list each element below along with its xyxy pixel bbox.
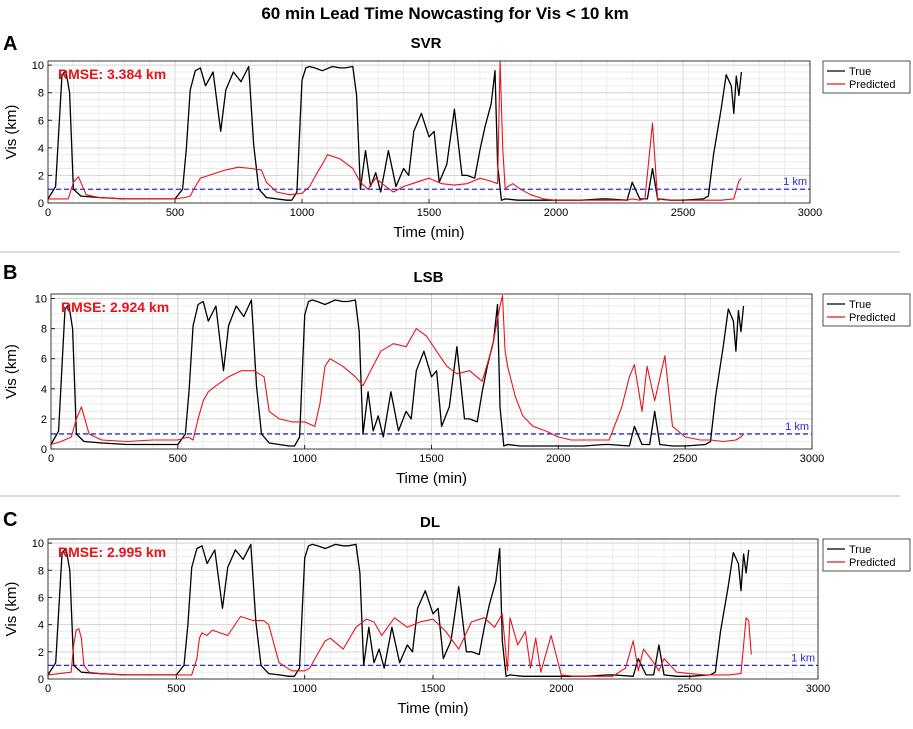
- x-tick-label: 2000: [546, 453, 570, 465]
- x-tick-label: 2000: [544, 207, 568, 219]
- y-tick-label: 0: [41, 444, 47, 456]
- y-tick-label: 4: [38, 143, 44, 155]
- grid: [51, 294, 812, 449]
- x-tick-label: 500: [167, 683, 185, 695]
- panel-title: SVR: [411, 35, 442, 52]
- x-axis-label: Time (min): [396, 470, 467, 487]
- x-tick-label: 0: [45, 207, 51, 219]
- y-axis-label: Vis (km): [3, 344, 20, 399]
- x-axis-label: Time (min): [393, 224, 464, 241]
- x-tick-label: 3000: [800, 453, 824, 465]
- rmse-annotation: RMSE: 3.384 km: [58, 66, 166, 82]
- y-tick-label: 10: [35, 294, 47, 306]
- y-tick-label: 2: [38, 647, 44, 659]
- x-axis-label: Time (min): [397, 700, 468, 717]
- x-tick-label: 0: [48, 453, 54, 465]
- y-tick-label: 6: [41, 354, 47, 366]
- panel-letter: A: [3, 33, 17, 55]
- reference-line-label: 1 km: [783, 176, 807, 188]
- y-tick-label: 2: [41, 414, 47, 426]
- rmse-annotation: RMSE: 2.995 km: [58, 544, 166, 560]
- x-tick-label: 0: [45, 683, 51, 695]
- chart-panel-c: C DL 1 km 0 500 1000 1500 2000 2500 3000 0 2 4 6 8 10 Ti…: [3, 509, 911, 717]
- y-tick-label: 10: [32, 60, 44, 72]
- series-true-line: [47, 543, 750, 677]
- legend-entry: Predicted: [849, 557, 895, 569]
- legend-entry: True: [849, 66, 871, 78]
- y-tick-label: 8: [41, 324, 47, 336]
- y-tick-label: 8: [38, 88, 44, 100]
- x-tick-label: 1000: [292, 453, 316, 465]
- panel-title: DL: [420, 514, 440, 531]
- x-tick-label: 1500: [421, 683, 445, 695]
- y-tick-label: 4: [38, 620, 44, 632]
- grid: [48, 61, 810, 203]
- legend-entry: True: [849, 299, 871, 311]
- x-tick-label: 3000: [798, 207, 822, 219]
- x-tick-label: 1500: [417, 207, 441, 219]
- y-tick-label: 2: [38, 170, 44, 182]
- x-tick-label: 500: [169, 453, 187, 465]
- series-true-line: [47, 65, 743, 201]
- y-tick-label: 8: [38, 565, 44, 577]
- panel-title: LSB: [414, 269, 444, 286]
- x-tick-label: 1500: [419, 453, 443, 465]
- x-tick-label: 1000: [292, 683, 316, 695]
- series-predicted-line: [50, 294, 744, 446]
- series-predicted-line: [47, 613, 752, 677]
- rmse-annotation: RMSE: 2.924 km: [61, 299, 169, 315]
- chart-panel-a: A SVR 1 km 0 500 1000 1500 2000 2500 3000 0 2 4 6 8 10 T…: [3, 33, 911, 241]
- y-tick-label: 10: [32, 538, 44, 550]
- reference-line-label: 1 km: [791, 652, 815, 664]
- series-true-line: [50, 299, 745, 447]
- figure-title: 60 min Lead Time Nowcasting for Vis < 10…: [261, 4, 628, 23]
- legend-entry: True: [849, 544, 871, 556]
- y-tick-label: 0: [38, 674, 44, 686]
- legend-entry: Predicted: [849, 312, 895, 324]
- y-tick-label: 6: [38, 115, 44, 127]
- x-tick-label: 2500: [673, 453, 697, 465]
- x-tick-label: 2000: [549, 683, 573, 695]
- y-tick-label: 4: [41, 384, 47, 396]
- legend-box: [822, 538, 911, 572]
- panel-letter: C: [3, 509, 17, 531]
- y-tick-label: 0: [38, 198, 44, 210]
- panel-letter: B: [3, 262, 17, 284]
- x-tick-label: 500: [166, 207, 184, 219]
- legend-entry: Predicted: [849, 79, 895, 91]
- y-axis-label: Vis (km): [3, 105, 20, 160]
- series-predicted-line: [48, 60, 742, 201]
- y-axis-label: Vis (km): [3, 582, 20, 637]
- x-tick-label: 2500: [677, 683, 701, 695]
- x-tick-label: 3000: [806, 683, 830, 695]
- legend-box: [822, 293, 911, 327]
- chart-panel-b: B LSB 1 km 0 500 1000 1500 2000 2500 3000 0 2 4 6 8 10 T…: [3, 262, 911, 487]
- legend-box: [822, 60, 911, 94]
- x-tick-label: 1000: [290, 207, 314, 219]
- y-tick-label: 6: [38, 592, 44, 604]
- reference-line-label: 1 km: [785, 421, 809, 433]
- x-tick-label: 2500: [671, 207, 695, 219]
- grid: [48, 539, 818, 679]
